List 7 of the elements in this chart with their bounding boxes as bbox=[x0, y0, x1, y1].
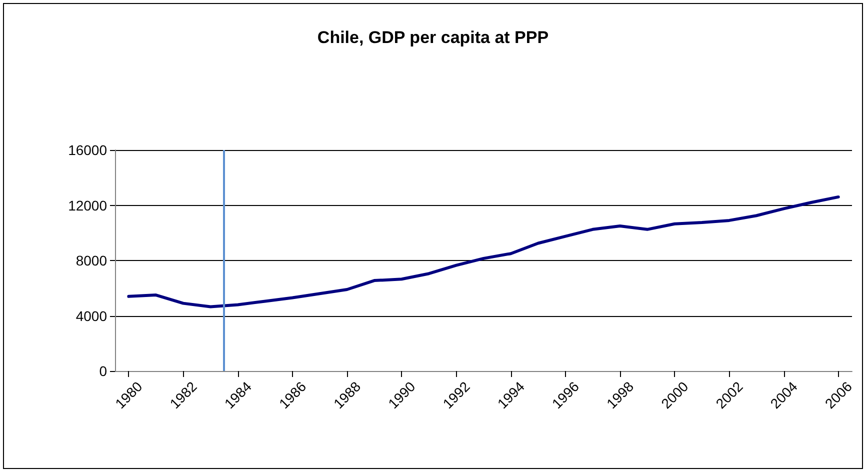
line-series bbox=[127, 195, 840, 308]
y-tick-label: 4000 bbox=[76, 308, 108, 324]
y-tick-label: 8000 bbox=[76, 252, 108, 268]
y-tick-label: 0 bbox=[99, 363, 108, 379]
y-tick-label: 12000 bbox=[68, 197, 108, 214]
y-tick-label: 16000 bbox=[68, 142, 108, 158]
chart-title: Chile, GDP per capita at PPP bbox=[317, 28, 549, 47]
